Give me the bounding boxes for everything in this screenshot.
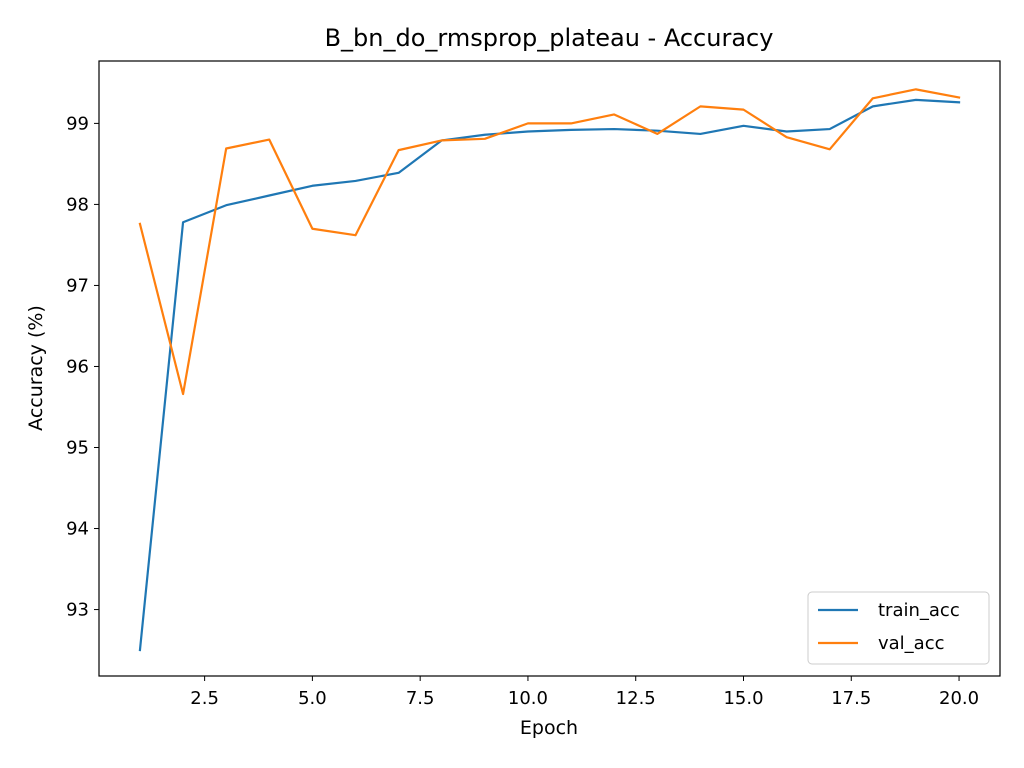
y-tick-label: 93 [66, 600, 89, 621]
x-tick-label: 20.0 [939, 688, 979, 709]
plot-frame [98, 60, 1001, 677]
y-tick-label: 99 [66, 113, 89, 134]
y-axis-label: Accuracy (%) [25, 305, 47, 431]
x-tick-label: 5.0 [298, 688, 327, 709]
x-tick-label: 17.5 [831, 688, 871, 709]
x-tick-label: 7.5 [406, 688, 435, 709]
x-tick-label: 10.0 [508, 688, 548, 709]
x-tick-label: 2.5 [190, 688, 219, 709]
legend-label-val-acc: val_acc [878, 633, 945, 654]
y-tick-label: 97 [66, 275, 89, 296]
plot-area: 2.5 5.0 7.5 10.0 12.5 15.0 17.5 20.0 93 94 95 96 97 9… [66, 60, 1001, 709]
y-tick-label: 96 [66, 356, 89, 377]
y-tick-label: 95 [66, 438, 89, 459]
legend: train_acc val_acc [807, 591, 990, 665]
series-line-train-acc [138, 98, 961, 652]
series-line-val-acc [138, 88, 961, 396]
x-tick-label: 12.5 [616, 688, 656, 709]
y-tick-label: 94 [66, 519, 89, 540]
legend-label-train-acc: train_acc [878, 600, 960, 621]
chart-title: B_bn_do_rmsprop_plateau - Accuracy [325, 24, 774, 52]
x-tick-label: 15.0 [723, 688, 763, 709]
y-tick-label: 98 [66, 194, 89, 215]
x-axis-label: Epoch [520, 717, 578, 739]
